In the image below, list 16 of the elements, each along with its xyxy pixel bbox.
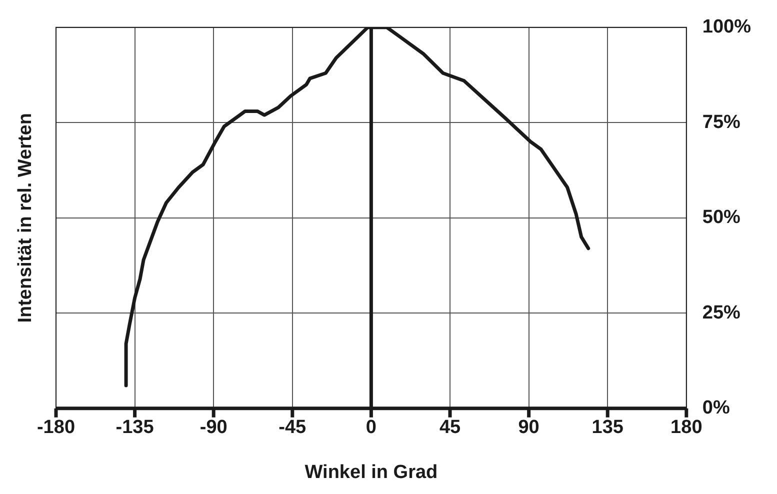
y-axis-title: Intensität in rel. Werten [15,113,36,323]
y-tick-label: 100% [702,16,752,38]
y-tick-label: 25% [702,302,741,324]
y-tick-label: 75% [702,112,741,133]
x-axis-title: Winkel in Grad [304,462,438,483]
x-tick-label: -135 [116,417,154,438]
x-tick-label: -90 [200,417,228,438]
x-tick-label: 180 [670,417,702,438]
x-tick-label: 45 [439,417,461,438]
x-tick-label: -45 [278,417,307,438]
y-tick-label: 0% [702,398,730,419]
y-tick-label: 50% [702,207,741,228]
x-tick-label: 0 [366,417,376,438]
x-tick-label: 135 [592,417,624,438]
x-tick-label: -180 [36,417,76,438]
x-tick-label: 90 [518,417,540,438]
